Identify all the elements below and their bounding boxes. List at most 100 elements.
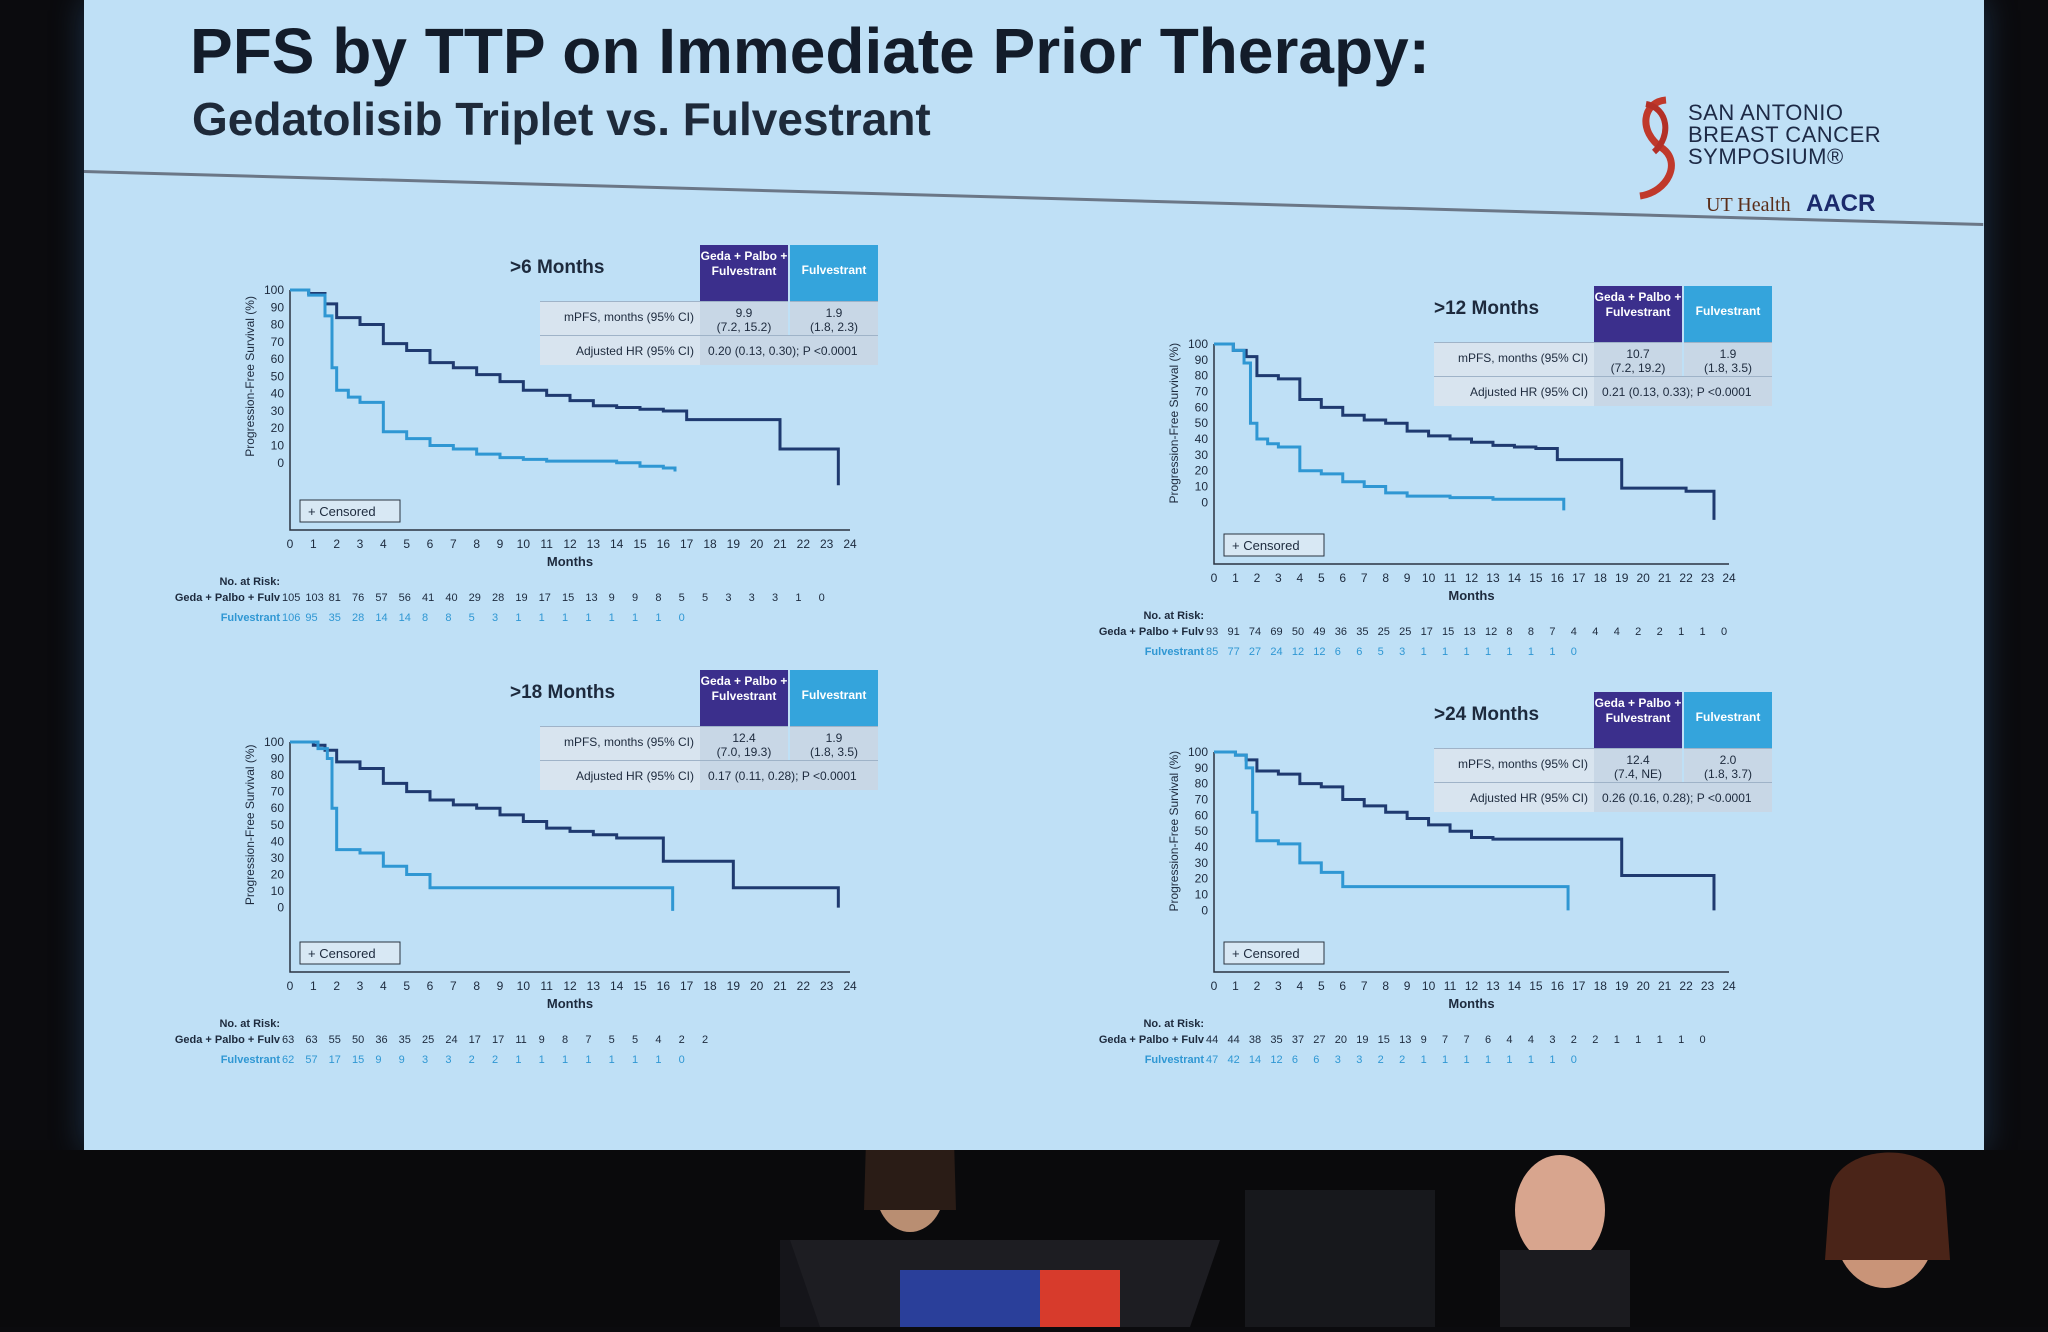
axes: [1213, 752, 1729, 973]
risk-row-geda-cell: 44: [1206, 1034, 1219, 1046]
risk-row-fulv-cell: 8: [422, 612, 429, 624]
fulv-mpfs-ci: (1.8, 3.7): [1703, 767, 1753, 781]
hr-value: 0.20 (0.13, 0.30); P <0.0001: [700, 335, 878, 365]
risk-row-fulv-cell: 106: [282, 612, 301, 624]
risk-row-fulv-cell: 0: [678, 612, 685, 624]
risk-row-geda-cell: 2: [1656, 626, 1663, 638]
geda-mpfs-value: 12.4: [732, 731, 756, 745]
risk-row-fulv-cell: 62: [282, 1054, 295, 1066]
x-tick-label: 5: [1318, 571, 1325, 585]
geda-curve: [290, 740, 840, 908]
x-tick-label: 5: [403, 537, 410, 551]
x-tick-label: 16: [657, 979, 671, 993]
risk-row-fulv-cell: 15: [352, 1054, 365, 1066]
risk-row-fulv-cell: 14: [398, 612, 411, 624]
geda-mpfs: 12.4 (7.4, NE): [1594, 748, 1682, 782]
x-tick-label: 13: [587, 979, 601, 993]
risk-row-geda-cell: 2: [678, 1034, 685, 1046]
risk-row-fulv-cell: 1: [608, 612, 615, 624]
x-axis-label: Months: [1448, 996, 1494, 1011]
risk-row-geda-cell: 1: [795, 592, 802, 604]
risk-row-fulv-cell: 5: [1377, 646, 1384, 658]
risk-row-geda-cell: 4: [1613, 626, 1620, 638]
x-tick-label: 1: [310, 979, 317, 993]
risk-row-geda-cell: 1: [1699, 626, 1706, 638]
x-tick-label: 6: [1339, 571, 1346, 585]
risk-row-geda-cell: 3: [1549, 1034, 1556, 1046]
geda-mpfs-value: 10.7: [1626, 347, 1650, 361]
risk-row-fulv-cell: 77: [1227, 646, 1240, 658]
y-tick-label: 90: [271, 752, 285, 766]
x-tick-label: 19: [727, 537, 741, 551]
risk-row-geda-cell: 19: [515, 592, 528, 604]
risk-row-fulv-cell: 1: [1484, 646, 1492, 658]
x-tick-label: 0: [287, 537, 294, 551]
x-tick-label: 19: [1615, 571, 1629, 585]
y-tick-label: 0: [277, 901, 284, 915]
x-tick-label: 6: [1339, 979, 1346, 993]
x-tick-label: 12: [1465, 979, 1479, 993]
hr-table: Geda + Palbo + Fulvestrant Fulvestrant m…: [1434, 692, 1794, 812]
x-tick-label: 2: [333, 537, 340, 551]
risk-row-geda-cell: 4: [1570, 626, 1577, 638]
y-tick-label: 10: [271, 439, 285, 453]
x-tick-label: 14: [1508, 571, 1522, 585]
risk-row-geda-cell: 8: [562, 1034, 569, 1046]
x-tick-label: 16: [657, 537, 671, 551]
risk-row-geda-cell: 74: [1248, 626, 1262, 638]
x-tick-label: 13: [1486, 571, 1500, 585]
risk-row-fulv-cell: 1: [585, 1054, 592, 1066]
risk-row-fulv-cell: 2: [492, 1054, 499, 1066]
risk-row-fulv-cell: 5: [468, 612, 475, 624]
risk-row-geda-cell: 3: [725, 592, 732, 604]
risk-row-fulv-cell: 1: [655, 1054, 662, 1066]
risk-row-fulv-cell: 6: [1313, 1054, 1320, 1066]
x-tick-label: 11: [1444, 979, 1457, 993]
risk-row-fulv-cell: 3: [1399, 646, 1406, 658]
fulv-curve: [1214, 750, 1570, 911]
risk-row-geda-cell: 40: [445, 592, 458, 604]
risk-row-fulv-cell: 28: [352, 612, 365, 624]
x-tick-label: 7: [450, 979, 457, 993]
aacr-logo: AACR: [1806, 190, 1876, 217]
risk-row-fulv-cell: 6: [1334, 646, 1341, 658]
fulv-mpfs-ci: (1.8, 3.5): [1703, 361, 1753, 375]
risk-title: No. at Risk:: [1143, 1018, 1204, 1030]
x-tick-label: 9: [497, 537, 504, 551]
x-tick-label: 22: [1679, 571, 1693, 585]
sabcs-logo: SAN ANTONIO BREAST CANCER SYMPOSIUM® UT …: [1624, 90, 1884, 250]
risk-row-fulv-cell: 3: [1356, 1054, 1363, 1066]
x-tick-label: 5: [403, 979, 410, 993]
y-tick-label: 50: [271, 818, 285, 832]
risk-row-geda-cell: 20: [1334, 1034, 1347, 1046]
risk-row-geda-cell: 15: [1377, 1034, 1390, 1046]
y-axis-label: Progression-Free Survival (%): [243, 296, 257, 457]
risk-row-fulv-cell: 12: [1291, 646, 1305, 658]
podium: [790, 1240, 1220, 1327]
risk-row-geda-cell: 24: [445, 1034, 458, 1046]
x-tick-label: 2: [1254, 979, 1261, 993]
y-tick-label: 20: [271, 867, 285, 881]
panel-title: >18 Months: [510, 682, 616, 703]
x-tick-label: 22: [1679, 979, 1693, 993]
geda-mpfs-ci: (7.2, 15.2): [716, 320, 772, 334]
risk-row-geda-cell: 3: [748, 592, 755, 604]
risk-row-geda-cell: 5: [608, 1034, 615, 1046]
y-tick-label: 10: [271, 884, 285, 898]
x-tick-label: 15: [1529, 571, 1543, 585]
risk-row-geda-cell: 7: [585, 1034, 592, 1046]
risk-row-geda-cell: 5: [702, 592, 709, 604]
risk-row-fulv-cell: 57: [305, 1054, 318, 1066]
geda-header: Geda + Palbo + Fulvestrant: [700, 670, 788, 726]
x-tick-label: 22: [797, 979, 811, 993]
risk-row-fulv-cell: 85: [1206, 646, 1219, 658]
geda-mpfs-value: 9.9: [735, 306, 753, 320]
y-tick-label: 40: [271, 387, 285, 401]
risk-row-geda-cell: 8: [1506, 626, 1513, 638]
risk-row-fulv-cell: 1: [632, 1054, 639, 1066]
risk-row-geda-cell: 7: [1442, 1034, 1449, 1046]
x-tick-label: 15: [1529, 979, 1543, 993]
y-tick-label: 80: [1195, 369, 1209, 383]
fulv-header: Fulvestrant: [790, 245, 878, 301]
